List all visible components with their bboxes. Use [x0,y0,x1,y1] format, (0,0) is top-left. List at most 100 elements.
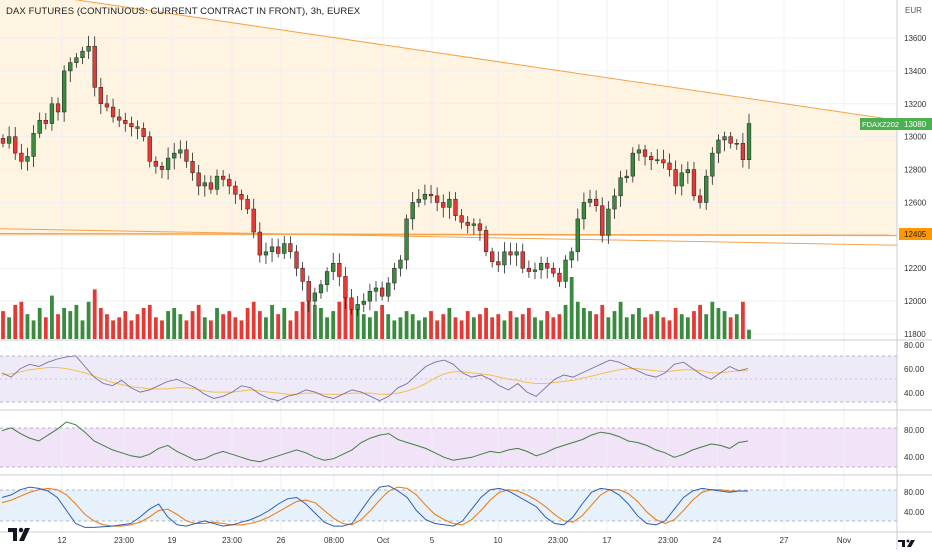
volume-bar [637,308,641,339]
volume-bar [367,317,372,339]
volume-bar [643,317,647,339]
volume-bar [386,314,391,339]
candle-body [697,195,703,203]
volume-bar [239,320,244,339]
volume-bar [319,308,323,339]
candle-body [6,136,12,144]
candle-body [98,87,103,105]
stochastic-k-line [1,485,748,528]
volume-bar [251,301,256,339]
candle-body [746,123,752,160]
volume-bar [630,314,635,339]
candle-body [324,271,330,285]
candle-body [331,263,336,272]
volume-bar [374,311,378,339]
candle-body [435,195,440,203]
candle-body [532,269,538,272]
indicator-band-fill-3 [0,490,897,521]
volume-bar [68,311,73,339]
candle-body [404,218,409,261]
volume-bar [465,311,470,339]
tradingview-mark-icon [898,539,915,547]
candle-body [49,103,55,124]
candle-body [74,57,79,63]
volume-bar [105,314,109,339]
volume-bar [471,317,476,339]
volume-bar [306,286,311,339]
price-tick-label: 12800 [904,166,927,175]
candle-body [563,259,568,282]
volume-bar [453,317,458,339]
candle-body [691,169,697,197]
candle-body [514,251,519,256]
volume-bar [270,304,274,339]
candle-body [600,205,605,236]
candle-body [288,243,293,253]
volume-bar [533,317,537,339]
volume-bar [202,317,207,339]
candle-body [710,152,715,177]
candle-body [337,263,342,277]
volume-bar [166,311,170,339]
candle-body [618,177,623,197]
candle-body [636,149,642,154]
time-tick-label: 5 [430,536,435,545]
volume-bar [478,314,482,339]
volume-bar [716,308,721,339]
volume-bar [288,320,293,339]
candle-body [398,259,403,269]
candle-body [655,159,660,161]
volume-bar [264,317,268,339]
volume-bar [31,320,36,339]
candle-body [593,198,599,206]
volume-bar [337,301,342,339]
volume-bar [459,320,464,339]
candle-body [0,138,6,144]
candle-body [62,70,67,113]
level-label: 12405 [904,230,927,239]
candle-body [483,230,489,253]
volume-bar [257,311,262,339]
candle-body [716,139,721,154]
volume-bar [92,289,97,339]
volume-bar [441,314,446,339]
candle-body [37,119,42,134]
volume-bar [539,320,543,339]
volume-bar [25,314,30,339]
volume-bar [734,314,739,339]
candle-body [520,251,525,269]
candle-body [165,157,171,170]
candle-body [147,136,152,162]
candle-body [263,251,269,256]
candle-body [172,152,177,159]
candle-body [734,142,739,145]
candle-body [318,284,324,294]
indicator-tick-label: 40.00 [904,508,925,517]
candle-body [153,161,159,167]
time-tick-label: 10 [494,536,503,545]
volume-bar [380,304,385,339]
candle-body [379,287,385,297]
candle-body [545,263,550,269]
candle-body [43,119,48,124]
indicator-band-fill-1 [0,356,897,402]
candle-body [245,198,250,210]
candle-body [728,136,733,144]
rsi-line [1,355,749,402]
candle-body [269,246,275,253]
volume-bar [355,308,360,339]
candle-body [685,169,690,174]
symbol-badge-label: FDAXZ2022 [862,120,903,129]
volume-bar [594,314,599,339]
time-tick-label: 17 [603,536,612,545]
candle-body [202,182,207,187]
volume-bar [86,301,91,339]
volume-bar [618,301,623,339]
level-badge: 12405 [899,228,932,240]
volume-bar [80,320,85,339]
candle-body [386,282,391,297]
candle-body [661,159,666,164]
volume-bar [398,317,403,339]
price-tick-label: 12600 [904,198,927,207]
